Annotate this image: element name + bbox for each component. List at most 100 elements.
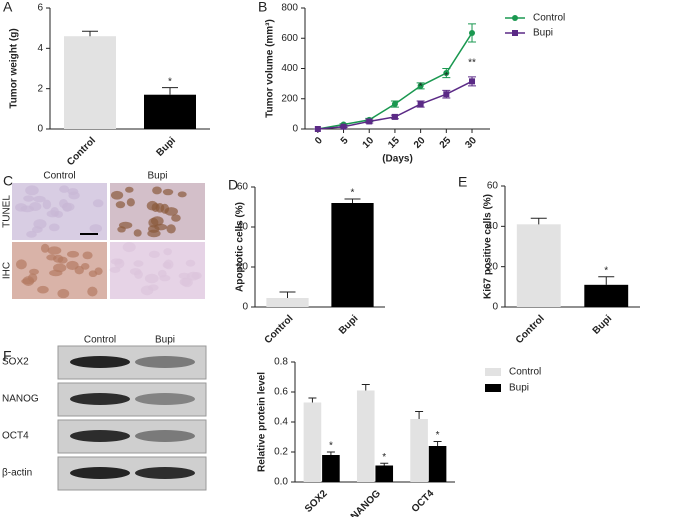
y-tick-label: 600 xyxy=(281,33,298,44)
error-bar xyxy=(162,87,178,95)
x-tick-label: 5 xyxy=(339,135,351,147)
y-tick-label: 60 xyxy=(237,182,249,193)
marker xyxy=(469,29,476,36)
cell xyxy=(163,248,172,256)
bar xyxy=(266,298,309,307)
cell xyxy=(147,284,159,291)
x-tick-label: OCT4 xyxy=(410,488,437,515)
error-bar xyxy=(344,198,361,203)
cell xyxy=(152,186,162,195)
cell xyxy=(15,259,27,270)
significance: * xyxy=(351,188,355,199)
row-label: OCT4 xyxy=(2,431,29,442)
bar xyxy=(375,465,394,482)
micrograph xyxy=(110,242,205,299)
cell xyxy=(148,250,160,258)
error-bar xyxy=(415,411,424,419)
cell xyxy=(22,276,35,286)
cell xyxy=(115,201,126,209)
cell xyxy=(171,214,181,222)
cell xyxy=(87,286,98,297)
error-bar xyxy=(433,441,442,446)
y-tick-label: 0 xyxy=(242,302,248,313)
x-tick-label: Control xyxy=(514,313,547,346)
cell xyxy=(178,272,190,279)
y-axis-label: Ki67 positive cells (%) xyxy=(483,194,494,299)
y-tick-label: 6 xyxy=(37,3,43,14)
cell xyxy=(125,186,134,193)
y-tick-label: 400 xyxy=(281,63,298,74)
x-tick-label: 20 xyxy=(412,135,428,151)
cell xyxy=(133,229,142,237)
y-axis-label: Tumor weight (g) xyxy=(9,28,20,108)
marker xyxy=(314,126,321,132)
error-bar xyxy=(279,291,296,298)
cell xyxy=(163,259,174,270)
x-tick-label: 25 xyxy=(438,135,454,151)
x-tick-label: 30 xyxy=(463,135,479,151)
column-label: Bupi xyxy=(147,171,167,182)
cell xyxy=(146,200,158,211)
bar xyxy=(144,94,196,129)
cell xyxy=(42,199,52,210)
cell xyxy=(159,274,171,282)
cell xyxy=(117,226,126,233)
legend-swatch xyxy=(485,384,501,392)
cell xyxy=(15,203,28,212)
cell xyxy=(47,246,62,255)
panel-label: B xyxy=(258,0,267,15)
bar xyxy=(428,446,447,482)
x-tick-label: Bupi xyxy=(337,313,361,337)
y-tick-label: 60 xyxy=(487,181,499,192)
legend-label: Bupi xyxy=(533,28,553,39)
error-bar xyxy=(326,451,335,455)
panel-label: D xyxy=(228,177,238,193)
y-tick-label: 2 xyxy=(37,83,43,94)
column-label: Bupi xyxy=(155,335,175,346)
significance: * xyxy=(419,82,423,93)
bar xyxy=(516,224,561,307)
column-label: Control xyxy=(84,335,116,346)
y-tick-label: 40 xyxy=(237,222,249,233)
significance: * xyxy=(436,430,440,441)
bar xyxy=(410,419,428,482)
y-tick-label: 0 xyxy=(292,124,298,135)
y-tick-label: 0 xyxy=(37,124,43,135)
cell xyxy=(59,185,70,193)
legend-label: Bupi xyxy=(509,383,529,394)
x-tick-label: Control xyxy=(263,313,296,346)
band xyxy=(70,393,130,405)
x-tick-label: 15 xyxy=(386,135,402,151)
cell xyxy=(177,191,187,198)
row-label: SOX2 xyxy=(2,357,29,368)
bar xyxy=(64,36,116,129)
cell xyxy=(61,202,75,212)
marker xyxy=(417,82,424,89)
x-tick-label: Bupi xyxy=(591,313,615,337)
bar xyxy=(331,203,374,307)
cell xyxy=(46,210,59,218)
cell xyxy=(68,191,80,200)
marker xyxy=(340,123,347,130)
cell xyxy=(185,259,196,267)
cell xyxy=(33,195,46,203)
cell xyxy=(122,242,136,253)
significance: * xyxy=(168,76,172,87)
panel-label: C xyxy=(3,173,13,189)
y-axis-label: Apoptotic cells (%) xyxy=(235,202,246,292)
y-tick-label: 0.2 xyxy=(274,447,288,458)
error-bar xyxy=(598,276,615,285)
y-tick-label: 0.4 xyxy=(274,417,288,428)
significance: * xyxy=(382,452,386,463)
row-label: NANOG xyxy=(2,394,39,405)
panel-label: F xyxy=(3,348,12,364)
cell xyxy=(82,251,93,260)
cell xyxy=(162,188,174,196)
cell xyxy=(110,258,123,265)
band xyxy=(135,356,195,368)
y-tick-label: 0 xyxy=(492,302,498,313)
cell xyxy=(88,270,98,278)
x-tick-label: Control xyxy=(65,135,98,168)
y-tick-label: 800 xyxy=(281,3,298,14)
